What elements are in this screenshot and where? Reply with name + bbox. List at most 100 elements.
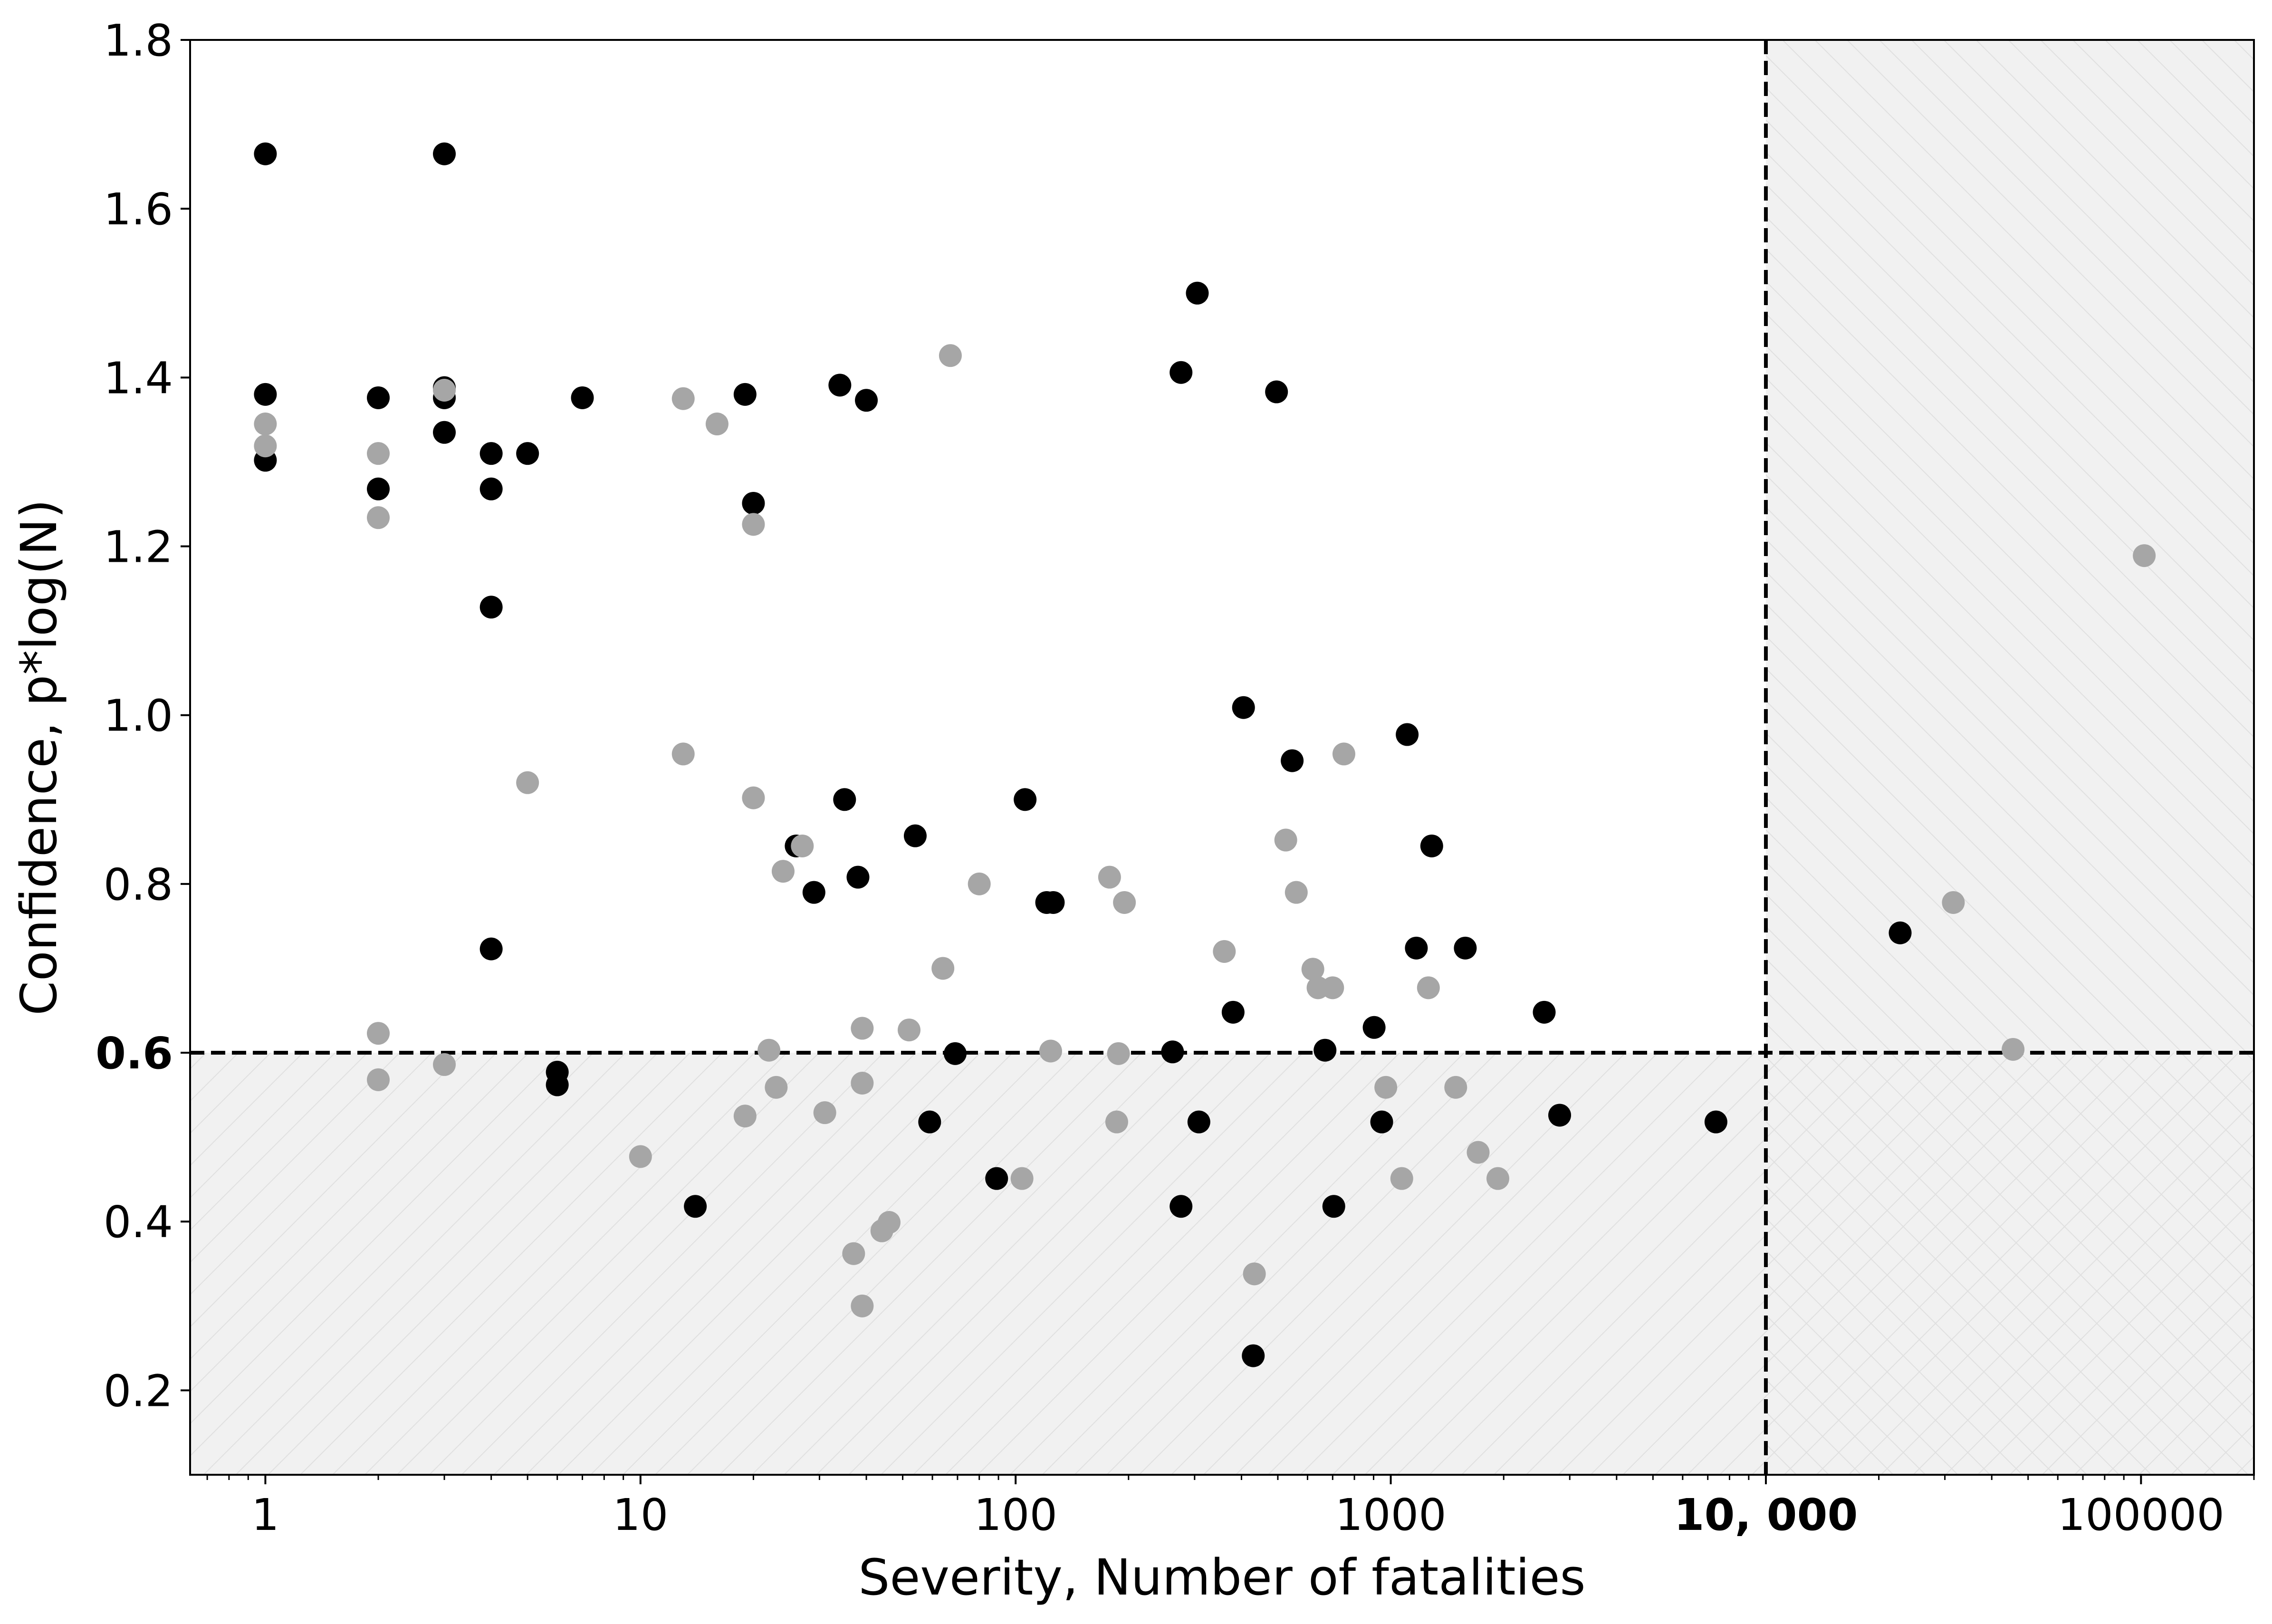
data-point	[705, 413, 729, 436]
data-point	[1454, 936, 1477, 960]
data-point	[1486, 1167, 1509, 1190]
data-point	[1370, 1110, 1393, 1134]
data-point	[1467, 1141, 1490, 1164]
data-point	[931, 957, 955, 980]
data-point	[1313, 1038, 1337, 1062]
data-point	[813, 1101, 836, 1124]
data-point	[1274, 828, 1297, 852]
data-point	[671, 742, 695, 766]
data-point	[1113, 891, 1136, 914]
y-tick-label: 0.4	[104, 1197, 173, 1248]
data-point	[254, 383, 277, 406]
data-points	[254, 142, 2156, 1367]
data-point	[479, 596, 503, 619]
data-point	[1187, 1110, 1210, 1134]
x-tick-label: 1	[251, 1489, 279, 1540]
data-point	[1265, 380, 1288, 404]
data-point	[1332, 742, 1355, 766]
data-point	[851, 1071, 874, 1095]
data-point	[479, 937, 503, 961]
data-point	[1281, 749, 1304, 772]
data-point	[1417, 976, 1440, 999]
data-point	[684, 1195, 707, 1218]
data-point	[968, 872, 991, 895]
data-point	[1704, 1110, 1727, 1134]
y-tick-label: 0.6	[96, 1028, 173, 1079]
data-point	[1390, 1167, 1413, 1190]
data-point	[939, 344, 962, 367]
data-point	[898, 1019, 921, 1042]
data-point	[2002, 1038, 2025, 1061]
data-point	[1242, 1344, 1265, 1367]
data-point	[1042, 891, 1065, 914]
data-point	[742, 513, 765, 536]
data-point	[757, 1038, 781, 1062]
data-point	[367, 1068, 390, 1091]
data-point	[903, 824, 927, 847]
data-point	[1213, 940, 1236, 963]
data-point	[1285, 881, 1308, 904]
data-point	[846, 865, 870, 889]
data-point	[1161, 1040, 1184, 1064]
data-point	[833, 788, 856, 811]
shaded-region-y-below-threshold	[190, 1053, 1766, 1475]
data-point	[2133, 544, 2156, 567]
data-point	[851, 1017, 874, 1040]
data-point	[1942, 891, 1965, 914]
data-point	[433, 142, 456, 165]
shaded-region-overlap	[1765, 1053, 2254, 1475]
data-point	[546, 1073, 569, 1096]
y-tick-label: 1.2	[104, 522, 173, 573]
data-point	[1548, 1104, 1572, 1127]
data-point	[367, 386, 390, 409]
data-point	[571, 386, 594, 409]
y-tick-label: 1.8	[104, 15, 173, 66]
data-point	[851, 1294, 874, 1317]
data-point	[733, 383, 757, 406]
data-point	[516, 771, 539, 794]
data-point	[791, 834, 814, 857]
data-point	[433, 378, 456, 402]
data-point	[254, 413, 277, 436]
data-point	[1221, 1000, 1245, 1024]
data-point	[479, 477, 503, 500]
x-tick-label: 100	[974, 1489, 1057, 1540]
x-tick-label: 10, 000	[1674, 1489, 1858, 1540]
x-tick-label: 100000	[2058, 1489, 2224, 1540]
data-point	[433, 1053, 456, 1076]
data-point	[1301, 958, 1324, 981]
x-tick-label: 10	[613, 1489, 668, 1540]
data-point	[1321, 976, 1344, 999]
data-point	[842, 1242, 865, 1265]
data-point	[765, 1076, 788, 1099]
data-point	[1889, 921, 1912, 944]
data-point	[367, 477, 390, 500]
data-point	[671, 387, 695, 410]
data-point	[1322, 1195, 1345, 1218]
y-tick-label: 0.8	[104, 859, 173, 910]
data-point	[1186, 281, 1209, 305]
data-point	[742, 786, 765, 809]
data-point	[733, 1105, 757, 1128]
axis-ticks: 1 10 100 1000 10, 000 100000 0.2 0.4 0.6 0.8 1.0 1.…	[96, 15, 2255, 1540]
data-point	[1010, 1167, 1034, 1190]
data-point	[1170, 1195, 1193, 1218]
data-point	[629, 1145, 652, 1168]
data-point	[1243, 1262, 1266, 1286]
y-axis-title: Confidence, p*log(N)	[10, 499, 68, 1015]
data-point	[1374, 1076, 1398, 1099]
data-point	[828, 374, 852, 397]
data-point	[516, 442, 539, 465]
data-point	[1232, 696, 1255, 719]
data-point	[367, 506, 390, 529]
y-tick-label: 1.4	[104, 353, 173, 404]
data-point	[1444, 1076, 1467, 1099]
data-point	[1420, 834, 1443, 857]
y-tick-label: 1.6	[104, 184, 173, 235]
data-point	[367, 442, 390, 465]
data-point	[855, 389, 878, 412]
data-point	[479, 442, 503, 465]
data-point	[254, 142, 277, 165]
data-point	[1014, 788, 1037, 811]
